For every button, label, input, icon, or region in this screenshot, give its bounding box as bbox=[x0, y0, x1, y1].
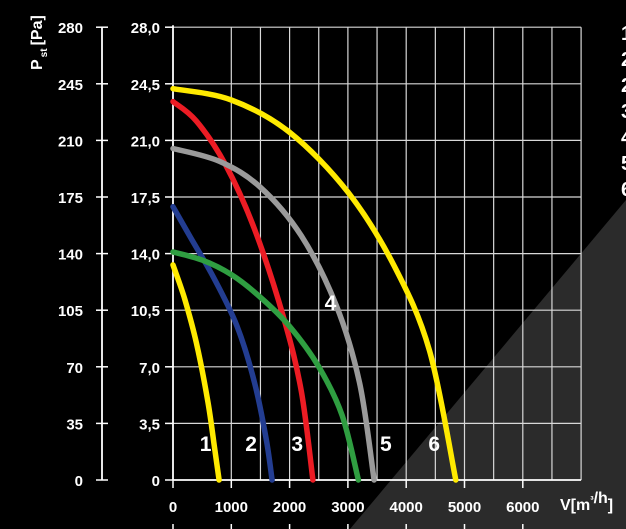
y-tick-label-pa: 70 bbox=[66, 360, 83, 377]
x-axis-label: V[m³/h] bbox=[560, 490, 613, 514]
y-tick-label-secondary: 17,5 bbox=[131, 190, 160, 207]
y-tick-label-secondary: 14,0 bbox=[131, 247, 160, 264]
legend-fragment: 6 bbox=[621, 179, 626, 201]
curve-label-1: 1 bbox=[200, 433, 212, 456]
x-tick-label: 3000 bbox=[331, 499, 364, 516]
x-tick-label: 2000 bbox=[273, 499, 306, 516]
y-tick-label-secondary: 28,0 bbox=[131, 20, 160, 37]
legend-fragment: 4 bbox=[621, 127, 626, 149]
y-tick-label-secondary: 0 bbox=[152, 473, 160, 490]
curve-label-2: 2 bbox=[245, 433, 257, 456]
y-tick-label-secondary: 7,0 bbox=[139, 360, 160, 377]
curve-4 bbox=[170, 249, 362, 483]
legend-fragment: 2 bbox=[621, 75, 626, 97]
curve-label-4: 4 bbox=[325, 292, 337, 315]
curve-6 bbox=[170, 85, 459, 483]
x-tick-label: 4000 bbox=[390, 499, 423, 516]
y-tick-label-pa: 245 bbox=[58, 77, 83, 94]
legend-fragment: 2 bbox=[621, 49, 626, 71]
curve-label-6: 6 bbox=[428, 433, 440, 456]
y-tick-label-secondary: 10,5 bbox=[131, 303, 160, 320]
curve-2 bbox=[170, 203, 275, 483]
y-tick-label-pa: 0 bbox=[75, 473, 83, 490]
curve-5 bbox=[170, 145, 377, 483]
x-tick-label: 5000 bbox=[448, 499, 481, 516]
y-tick-label-pa: 175 bbox=[58, 190, 83, 207]
y-tick-label-pa: 210 bbox=[58, 133, 83, 150]
y-tick-label-secondary: 3,5 bbox=[139, 416, 160, 433]
y-tick-label-pa: 105 bbox=[58, 303, 83, 320]
y-tick-label-secondary: 21,0 bbox=[131, 133, 160, 150]
background-shade bbox=[350, 200, 626, 529]
curve-1 bbox=[170, 262, 222, 483]
legend-fragment: 5 bbox=[621, 153, 626, 175]
x-tick-label: 6000 bbox=[506, 499, 539, 516]
y-tick-label-pa: 280 bbox=[58, 20, 83, 37]
y-axis-label: Pst[Pa] bbox=[29, 15, 50, 70]
x-tick-label: 1000 bbox=[215, 499, 248, 516]
legend-fragment: 3 bbox=[621, 101, 626, 123]
curve-3 bbox=[170, 98, 316, 483]
y-tick-label-pa: 140 bbox=[58, 247, 83, 264]
y-tick-label-secondary: 24,5 bbox=[131, 77, 160, 94]
y-tick-label-pa: 35 bbox=[66, 416, 83, 433]
legend-fragment: 1 bbox=[621, 23, 626, 45]
curve-label-3: 3 bbox=[291, 433, 303, 456]
x-tick-label: 0 bbox=[169, 499, 177, 516]
curve-label-5: 5 bbox=[380, 433, 392, 456]
